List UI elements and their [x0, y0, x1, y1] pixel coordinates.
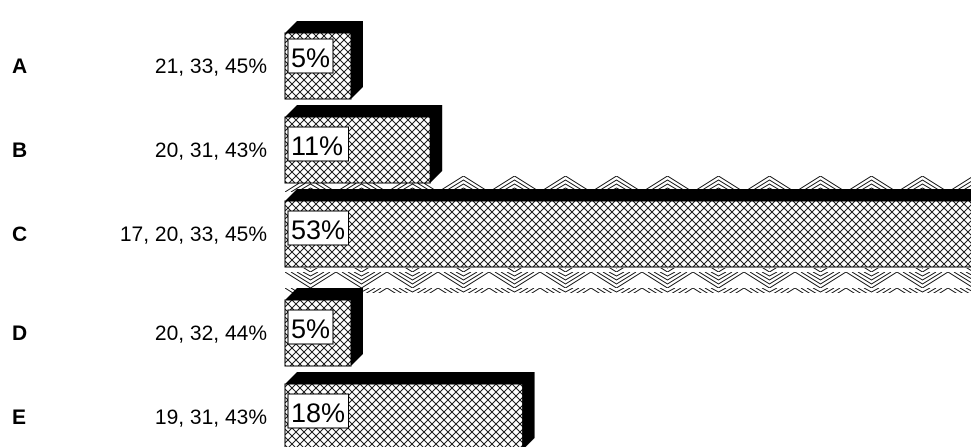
value-label-box-b [287, 126, 349, 162]
answers-label-a: 21, 33, 45% [155, 55, 267, 78]
bar-depth-a [285, 21, 363, 99]
bar-depth-d [285, 288, 363, 366]
answers-label-b: 20, 31, 43% [155, 139, 267, 162]
value-label-box-c [287, 210, 349, 246]
category-label-e: E [12, 406, 26, 429]
value-label-c: 53% [291, 215, 345, 245]
bar-c [284, 200, 971, 268]
value-label-d: 5% [291, 314, 330, 344]
answers-label-d: 20, 32, 44% [155, 322, 267, 345]
category-label-a: A [12, 55, 27, 78]
bars: 5% 11% 53% 5% 18% [284, 21, 971, 447]
value-label-box-d [287, 309, 334, 345]
value-label-b: 11% [291, 131, 343, 161]
answers-label-e: 19, 31, 43% [155, 406, 267, 429]
category-label-b: B [12, 139, 27, 162]
category-label-c: C [12, 223, 27, 246]
bar-depth-c [285, 189, 971, 201]
value-label-a: 5% [291, 43, 330, 73]
value-label-box-a [287, 38, 334, 74]
category-label-d: D [12, 322, 27, 345]
value-label-e: 18% [291, 398, 345, 428]
bar-depth-e [285, 372, 535, 447]
answers-label-c: 17, 20, 33, 45% [120, 223, 267, 246]
value-label-box-e [287, 393, 349, 429]
row-labels: A 21, 33, 45% B 20, 31, 43% C 17, 20, 33, 45%… [12, 55, 267, 429]
bar-depth-b [285, 105, 443, 183]
highlight-bottom-c [285, 268, 971, 293]
